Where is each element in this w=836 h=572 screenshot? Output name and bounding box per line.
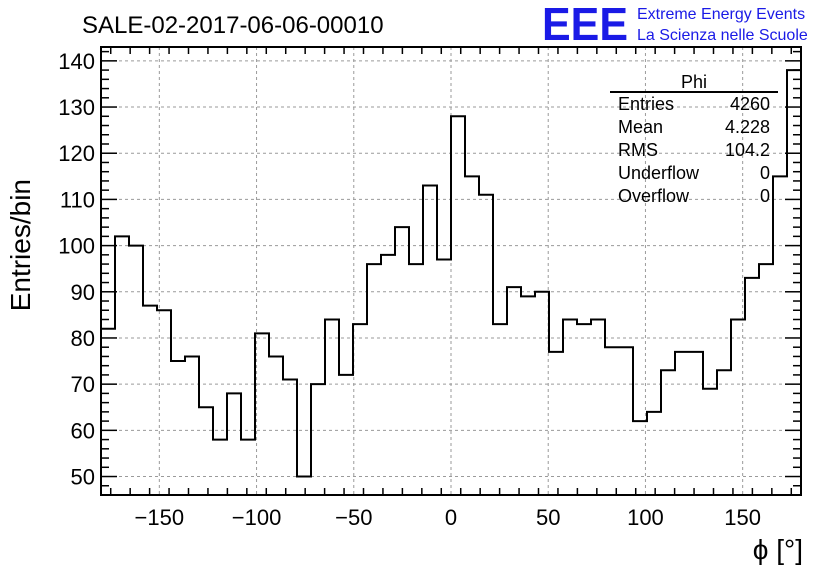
histogram-series-line bbox=[100, 69, 802, 495]
stats-value: 0 bbox=[760, 186, 770, 206]
y-tick-label: 120 bbox=[58, 141, 95, 166]
y-tick-label: 110 bbox=[60, 187, 95, 212]
y-axis-title: Entries/bin bbox=[5, 179, 36, 311]
stats-value: 0 bbox=[760, 163, 770, 183]
stats-box: Phi Entries 4260 Mean 4.228 RMS 104.2 Underflo… bbox=[610, 72, 778, 206]
stats-label: Entries bbox=[618, 94, 674, 114]
x-tick-label: 150 bbox=[724, 505, 761, 530]
stats-rows: Entries 4260 Mean 4.228 RMS 104.2 Underflow 0 Ov… bbox=[618, 94, 770, 206]
logo-line-2: La Scienza nelle Scuole bbox=[637, 27, 808, 44]
y-tick-label: 60 bbox=[71, 418, 95, 443]
y-tick-label: 80 bbox=[71, 326, 95, 351]
x-axis-title: ϕ [°] bbox=[753, 534, 803, 565]
x-tick-label: 100 bbox=[627, 505, 664, 530]
logo-line-1: Extreme Energy Events bbox=[637, 6, 805, 23]
y-tick-label: 100 bbox=[58, 234, 95, 259]
stats-value: 4.228 bbox=[725, 117, 770, 137]
stats-label: Mean bbox=[618, 117, 663, 137]
plot-frame bbox=[100, 46, 802, 496]
chart-title: SALE-02-2017-06-06-00010 bbox=[82, 12, 384, 39]
x-tick-label: −50 bbox=[335, 505, 372, 530]
y-tick-label: 130 bbox=[58, 95, 95, 120]
y-tick-label: 70 bbox=[71, 372, 95, 397]
stats-value: 104.2 bbox=[725, 140, 770, 160]
y-tick-label: 90 bbox=[71, 280, 95, 305]
x-tick-label: 0 bbox=[445, 505, 457, 530]
y-tick-label: 50 bbox=[71, 465, 95, 490]
x-tick-label: 50 bbox=[536, 505, 560, 530]
axis-ticks bbox=[101, 47, 801, 496]
stats-label: Underflow bbox=[618, 163, 700, 183]
x-tick-label: −100 bbox=[232, 505, 282, 530]
stats-label: RMS bbox=[618, 140, 658, 160]
stats-value: 4260 bbox=[730, 94, 770, 114]
x-tick-label: −150 bbox=[135, 505, 185, 530]
tick-labels: −150 −100 −50 0 50 100 150 50 60 70 80 90 100 110 120 1… bbox=[58, 49, 761, 530]
eee-logo-mark: EEE bbox=[542, 0, 628, 50]
y-tick-label: 140 bbox=[58, 49, 95, 74]
stats-title: Phi bbox=[681, 72, 707, 92]
stats-label: Overflow bbox=[618, 186, 690, 206]
